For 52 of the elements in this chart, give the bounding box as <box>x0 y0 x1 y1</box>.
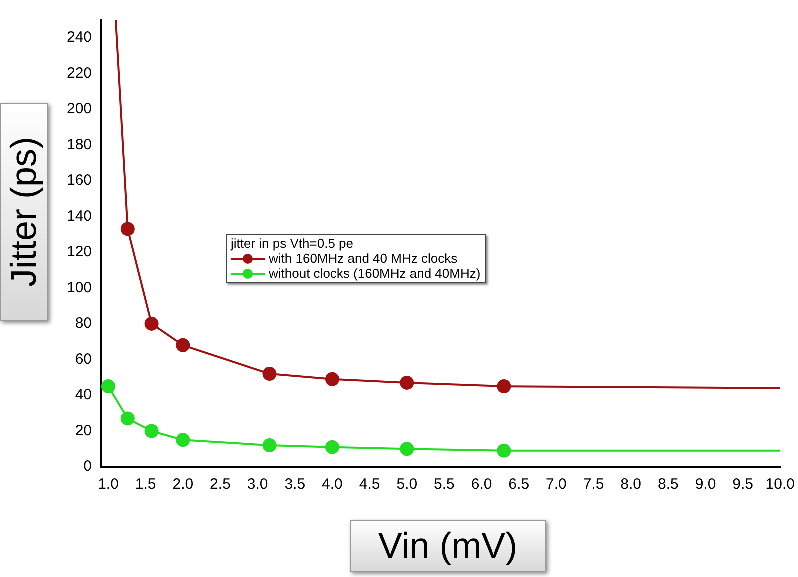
y-axis-title: Jitter (ps) <box>3 136 45 288</box>
y-tick-label: 100 <box>66 279 92 296</box>
x-tick-label: 6.0 <box>471 476 492 494</box>
point <box>497 380 512 394</box>
x-tick-label: 8.0 <box>620 476 642 494</box>
y-tick-label: 60 <box>75 350 92 368</box>
x-tick-label: 4.5 <box>359 476 380 494</box>
point <box>400 376 414 390</box>
legend-title: jitter in ps Vth=0.5 pe <box>231 236 354 251</box>
point <box>144 316 159 331</box>
y-tick-label: 240 <box>66 29 92 46</box>
y-tick-label: 160 <box>66 172 92 190</box>
point <box>144 424 159 438</box>
y-tick-label: 80 <box>75 315 92 332</box>
x-tick-label: 9.0 <box>695 476 716 494</box>
x-tick-label: 3.0 <box>247 476 268 494</box>
x-tick-label: 1.0 <box>98 476 119 494</box>
y-tick-label: 120 <box>66 244 92 261</box>
y-tick-label: 40 <box>75 386 92 404</box>
x-tick-label: 6.5 <box>508 476 530 494</box>
x-tick-label: 10.0 <box>766 476 796 494</box>
x-tick-label: 2.5 <box>210 476 231 494</box>
x-tick-label: 8.5 <box>658 476 679 494</box>
x-tick-label: 7.5 <box>583 476 604 494</box>
y-tick-label: 20 <box>75 422 92 440</box>
point <box>325 372 340 386</box>
y-tick-label: 180 <box>66 136 92 154</box>
point <box>120 412 135 426</box>
point <box>262 367 277 382</box>
point <box>176 338 190 352</box>
point <box>262 438 277 453</box>
point <box>101 380 116 394</box>
x-tick-label: 2.0 <box>172 476 194 494</box>
legend-label: with 160MHz and 40 MHz clocks <box>269 251 458 266</box>
y-tick-label: 140 <box>66 208 92 225</box>
x-tick-label: 5.5 <box>434 476 455 494</box>
point <box>176 433 190 448</box>
legend-label: without clocks (160MHz and 40MHz) <box>269 266 481 281</box>
point <box>497 444 512 458</box>
y-tick-label: 0 <box>84 458 92 476</box>
x-axis-title: Vin (mV) <box>350 520 546 572</box>
x-tick-label: 5.0 <box>396 476 418 494</box>
point <box>325 440 340 454</box>
point <box>400 442 414 456</box>
x-tick-label: 3.5 <box>284 476 306 494</box>
point <box>120 222 135 236</box>
x-tick-label: 4.0 <box>322 476 343 494</box>
x-tick-label: 9.5 <box>732 476 754 494</box>
y-tick-label: 200 <box>66 100 92 118</box>
x-tick-label: 7.0 <box>546 476 567 494</box>
y-tick-label: 220 <box>66 64 92 82</box>
x-tick-label: 1.5 <box>135 476 156 494</box>
